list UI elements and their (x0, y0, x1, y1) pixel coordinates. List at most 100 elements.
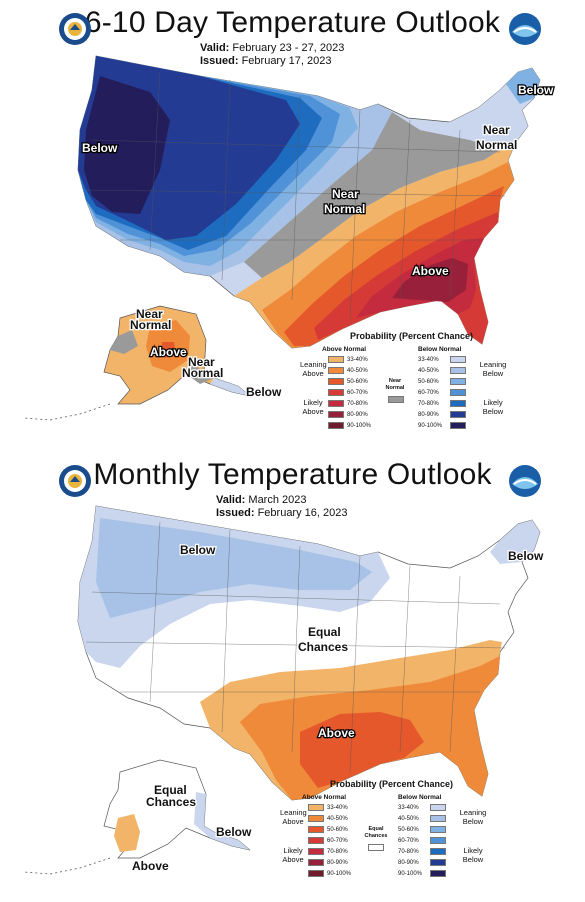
valid-label: Valid: (200, 42, 230, 54)
legend-below-swatch (430, 859, 446, 866)
legend-below-range: 90-100% (398, 871, 423, 877)
legend-likely-above: Likely Above (302, 398, 324, 416)
state-boundaries (85, 521, 506, 773)
legend-above-swatch (328, 378, 344, 385)
label-west-below: Below (82, 141, 118, 155)
legend-below-range: 50-60% (398, 827, 419, 833)
legend-below-swatch (450, 411, 466, 418)
legend-above-swatch (328, 422, 344, 429)
legend-below-swatch (450, 367, 466, 374)
legend-above-range: 60-70% (347, 390, 368, 396)
legend-above-swatch (328, 367, 344, 374)
legend-below-swatch (450, 378, 466, 385)
legend-below-swatch (430, 804, 446, 811)
legend-above-header: Above Normal (322, 346, 367, 353)
legend-below-range: 33-40% (418, 357, 439, 363)
issued-line: Issued: February 17, 2023 (200, 55, 331, 68)
label-ak-below: Below (216, 825, 252, 839)
legend-above-swatch (308, 804, 324, 811)
outlook-610-map: Below Below Near Normal Near Normal Abov… (23, 55, 555, 421)
label-ak-above: Above (132, 859, 169, 873)
doc-seal-icon (59, 13, 91, 45)
issued-value: February 17, 2023 (241, 55, 332, 67)
legend-below-range: 90-100% (418, 423, 443, 429)
label-central-near-2: Normal (324, 202, 365, 216)
legend-below-range: 70-80% (418, 401, 439, 407)
legend-center-swatch (368, 844, 384, 851)
legend-below-range: 70-80% (398, 849, 419, 855)
outlook-monthly-panel: Below Below Equal Chances Above Equal Ch… (0, 452, 585, 902)
legend-center-label: Equal Chances (364, 826, 388, 839)
noaa-logo-icon (509, 13, 541, 45)
issued-value: February 16, 2023 (257, 507, 348, 519)
legend-above-range: 90-100% (327, 871, 352, 877)
state-boundaries (85, 71, 506, 321)
alaska-near-west (110, 330, 138, 354)
legend-below-range: 40-50% (398, 816, 419, 822)
legend-above-range: 70-80% (347, 401, 368, 407)
alaska-below-panhandle (210, 378, 250, 396)
legend-above-swatch (308, 848, 324, 855)
doc-seal-icon (59, 465, 91, 497)
legend-below-swatch (450, 422, 466, 429)
legend-above-swatch (328, 389, 344, 396)
legend-above-swatch (308, 815, 324, 822)
issued-label: Issued: (200, 55, 239, 67)
legend-above-range: 50-60% (327, 827, 348, 833)
label-ak-near2-1: Near (188, 355, 215, 369)
alaska-near-east (186, 360, 214, 384)
legend-below-swatch (430, 837, 446, 844)
legend-likely-below: Likely Below (482, 398, 504, 416)
legend-above-swatch (328, 400, 344, 407)
legend-above-range: 90-100% (347, 423, 372, 429)
label-equal-1: Equal (308, 625, 341, 639)
legend-below-range: 60-70% (418, 390, 439, 396)
label-ak-equal-1: Equal (154, 783, 187, 797)
legend-center-swatch (388, 396, 404, 403)
valid-line: Valid: March 2023 (216, 494, 307, 507)
label-ne-below: Below (508, 549, 544, 563)
label-equal-2: Chances (298, 640, 348, 654)
label-ak-above: Above (150, 345, 187, 359)
legend-below-swatch (450, 356, 466, 363)
legend-likely-above: Likely Above (282, 846, 304, 864)
alaska-above (114, 814, 140, 852)
label-ak-equal-2: Chances (146, 795, 196, 809)
label-ak-near2-2: Normal (182, 366, 223, 380)
legend-above-range: 60-70% (327, 838, 348, 844)
legend-above-swatch (308, 826, 324, 833)
ne-below-strong (506, 68, 540, 104)
legend-below-swatch (450, 400, 466, 407)
label-central-near-1: Near (332, 187, 359, 201)
legend-below-range: 80-90% (418, 412, 439, 418)
label-ne-near-2: Normal (476, 138, 517, 152)
legend-above-range: 33-40% (347, 357, 368, 363)
valid-value: February 23 - 27, 2023 (232, 42, 345, 54)
label-ne-near-1: Near (483, 123, 510, 137)
label-ak-near-2: Normal (130, 318, 171, 332)
band-above-80 (392, 258, 468, 302)
outlook-monthly-map: Below Below Equal Chances Above Equal Ch… (23, 505, 545, 875)
legend-below-range: 33-40% (398, 805, 419, 811)
legend-below-range: 60-70% (398, 838, 419, 844)
legend-below-header: Below Normal (398, 794, 442, 801)
legend-below-range: 80-90% (398, 860, 419, 866)
legend-above-swatch (308, 837, 324, 844)
legend-likely-below: Likely Below (462, 846, 484, 864)
label-north-below: Below (180, 543, 216, 557)
band-south-above-50 (300, 712, 424, 788)
legend-above-range: 40-50% (347, 368, 368, 374)
band-below-90 (84, 76, 170, 214)
legend-above-range: 33-40% (327, 805, 348, 811)
legend-title: Probability (Percent Chance) (350, 331, 474, 341)
label-south-above: Above (318, 726, 355, 740)
legend-leaning-above: Leaning Above (280, 808, 307, 826)
legend-below-swatch (430, 826, 446, 833)
alaska-below (194, 792, 250, 850)
label-ak-below: Below (246, 385, 282, 399)
noaa-logo-icon (509, 465, 541, 497)
legend-above-range: 80-90% (327, 860, 348, 866)
legend-center-label: Near Normal (385, 378, 405, 391)
page-title: Monthly Temperature Outlook (93, 458, 492, 491)
legend-above-swatch (308, 859, 324, 866)
